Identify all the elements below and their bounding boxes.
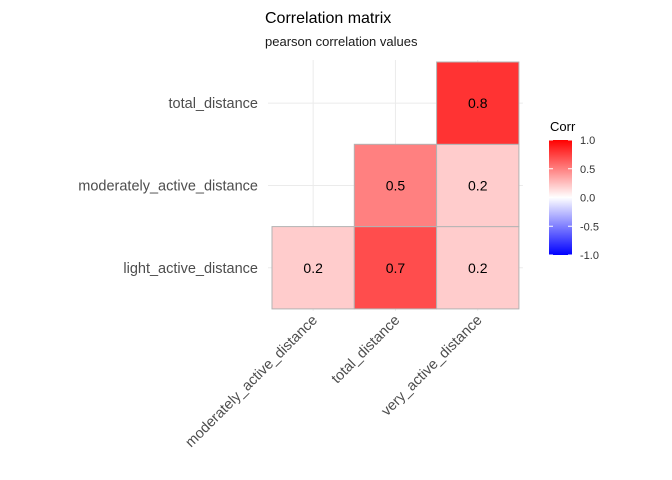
- legend-tick-label: -0.5: [580, 221, 599, 233]
- cell-value-label: 0.2: [303, 260, 323, 276]
- heatmap-cell: [436, 61, 520, 145]
- x-axis-tick-labels: moderately_active_distance total_distance…: [183, 312, 486, 450]
- legend-colorbar: [549, 140, 572, 255]
- legend-title: Corr: [550, 119, 576, 134]
- heatmap-cell: [271, 226, 355, 310]
- x-tick-label: moderately_active_distance: [183, 312, 321, 450]
- heatmap-cell: [353, 143, 438, 228]
- cell-value-label: 0.2: [468, 177, 488, 193]
- cell-value-labels: 0.2 0.7 0.2 0.5 0.2 0.8: [303, 95, 487, 276]
- cell-value-label: 0.5: [386, 177, 406, 193]
- x-tick-label: total_distance: [329, 312, 404, 387]
- legend-tick-labels: 1.0 0.5 0.0 -0.5 -1.0: [549, 135, 599, 262]
- chart-title: Correlation matrix: [265, 10, 391, 27]
- legend-tick-label: 1.0: [580, 135, 595, 147]
- y-axis-tick-labels: light_active_distance moderately_active_d…: [78, 96, 258, 277]
- chart-subtitle: pearson correlation values: [265, 34, 418, 49]
- color-legend: Corr 1.0 0.5 0.0 -0.5 -1.0: [549, 119, 599, 262]
- legend-tick-label: -1.0: [580, 250, 599, 262]
- cell-value-label: 0.8: [468, 95, 488, 111]
- heatmap-cells: [271, 61, 520, 310]
- heatmap-cell: [436, 226, 520, 310]
- heatmap-cell: [436, 143, 520, 228]
- y-tick-label: light_active_distance: [123, 261, 258, 277]
- legend-tick-label: 0.0: [580, 193, 595, 205]
- cell-value-label: 0.7: [386, 260, 406, 276]
- y-tick-label: total_distance: [169, 96, 258, 112]
- cell-value-label: 0.2: [468, 260, 488, 276]
- y-tick-label: moderately_active_distance: [78, 178, 258, 194]
- legend-tick-label: 0.5: [580, 164, 595, 176]
